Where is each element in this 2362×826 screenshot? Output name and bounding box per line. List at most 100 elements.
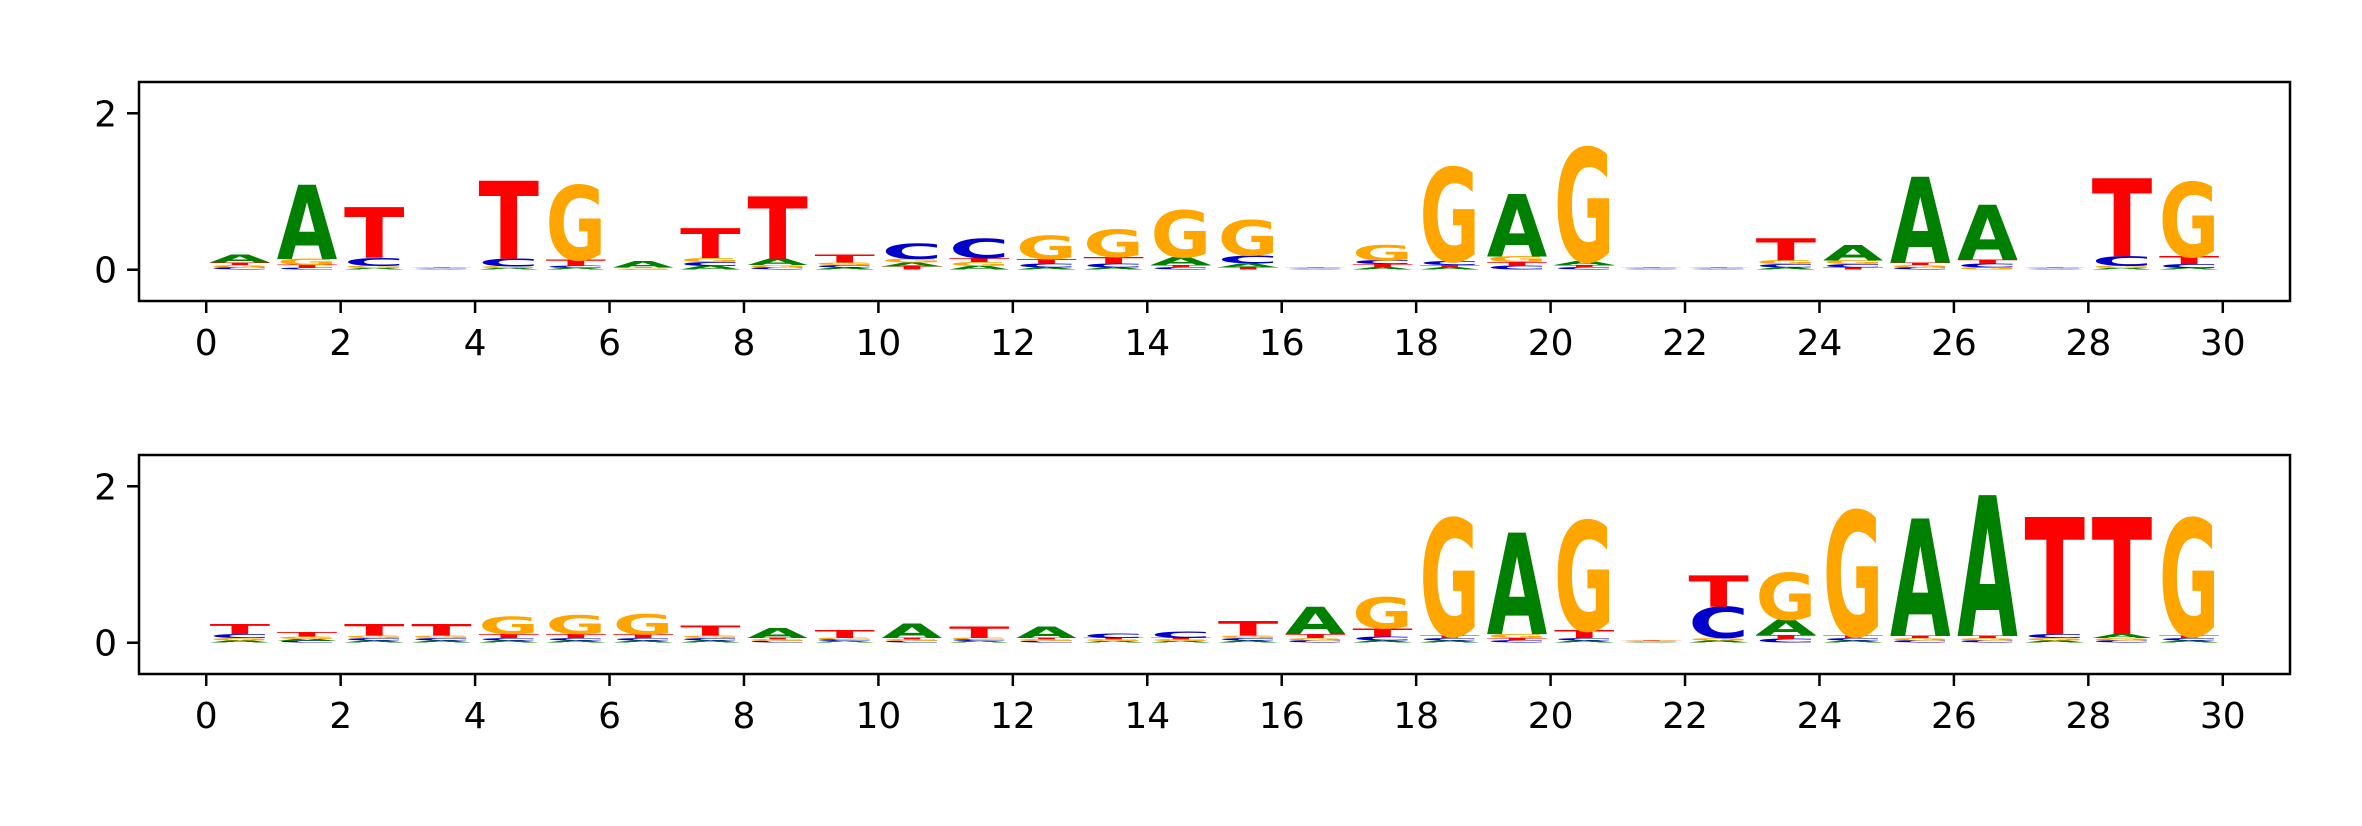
logo-letter-c-pos-3: C: [411, 637, 472, 641]
logo-letter-a-pos-29: A: [2159, 640, 2220, 644]
logo-letter-c-pos-16: C: [1285, 640, 1346, 644]
logo-letter-a-pos-25: A: [1890, 487, 1951, 674]
logo-letter-t-pos-21: T: [1621, 266, 1682, 267]
logo-letter-a-pos-6: A: [613, 260, 673, 270]
logo-letter-c-pos-7: C: [680, 637, 741, 641]
logo-letter-g-pos-10: G: [882, 639, 942, 641]
logo-letter-t-pos-4: T: [478, 633, 539, 639]
logo-letter-t-pos-3: T: [411, 621, 472, 640]
logo-letter-a-pos-13: A: [1083, 641, 1144, 643]
x-tick-label: 30: [2200, 323, 2246, 364]
logo-letter-a-pos-7: A: [680, 640, 741, 644]
logo-letter-t-pos-3: T: [411, 266, 472, 267]
logo-letter-g-pos-13: G: [1083, 639, 1143, 641]
logo-letter-t-pos-23: T: [1756, 233, 1816, 268]
logo-letter-g-pos-14: G: [1151, 639, 1211, 641]
x-tick-label: 22: [1662, 323, 1708, 364]
logo-letter-a-pos-2: A: [344, 640, 405, 644]
logo-letter-c-pos-9: C: [815, 639, 876, 641]
x-tick-label: 0: [195, 696, 218, 737]
logo-letter-g-pos-17: G: [1352, 241, 1412, 266]
logo-letter-a-pos-18: A: [1420, 640, 1481, 644]
logo-letter-c-pos-14: C: [1151, 267, 1212, 271]
logo-letter-t-pos-23: T: [1756, 634, 1817, 640]
x-tick-label: 6: [598, 323, 621, 364]
logo-letter-c-pos-23: C: [1756, 638, 1817, 644]
logo-letter-c-pos-8: C: [747, 641, 808, 643]
logo-letter-t-pos-19: T: [1487, 261, 1548, 267]
logo-letter-t-pos-29: T: [2159, 635, 2220, 639]
logo-letter-c-pos-13: C: [1083, 632, 1143, 639]
logo-letter-t-pos-17: T: [1352, 263, 1413, 268]
x-tick-label: 26: [1931, 323, 1977, 364]
logo-letter-g-pos-4: G: [478, 266, 538, 268]
logo-letter-a-pos-23: A: [1756, 267, 1817, 271]
logo-letter-g-pos-2: G: [344, 635, 404, 639]
logo-letter-c-pos-27: C: [2024, 633, 2085, 639]
x-tick-label: 16: [1259, 696, 1305, 737]
logo-letter-t-pos-10: T: [882, 266, 943, 271]
logo-letter-g-pos-12: G: [1016, 229, 1076, 266]
logo-letter-a-pos-2: A: [344, 268, 405, 270]
logo-letter-c-pos-5: C: [546, 637, 607, 641]
logo-letter-a-pos-17: A: [1352, 640, 1413, 644]
logo-letter-t-pos-7: T: [680, 221, 740, 268]
y-tick-label: 2: [94, 94, 117, 135]
logo-letter-t-pos-26: T: [1957, 635, 2018, 639]
logo-letter-c-pos-23: C: [1756, 263, 1817, 268]
logo-letter-a-pos-21: A: [1621, 642, 1682, 643]
logo-letter-a-pos-22: A: [1688, 640, 1749, 644]
logo-letter-g-pos-0: G: [210, 637, 270, 641]
logo-letter-g-pos-28: G: [2092, 265, 2152, 269]
logo-letter-g-pos-22: G: [1688, 637, 1748, 641]
x-tick-label: 4: [464, 696, 487, 737]
logo-letter-g-pos-27: G: [2024, 637, 2084, 641]
logo-letter-t-pos-25: T: [1890, 635, 1951, 639]
logo-letter-c-pos-28: C: [2092, 640, 2153, 644]
logo-letter-a-pos-16: A: [1285, 269, 1346, 270]
logo-letter-a-pos-19: A: [1487, 178, 1548, 277]
logo-letter-t-pos-18: T: [1420, 264, 1481, 268]
logo-letter-g-pos-16: G: [1285, 267, 1345, 268]
logo-letter-c-pos-17: C: [1352, 635, 1413, 641]
logo-letter-a-pos-9: A: [815, 641, 876, 643]
logo-letter-g-pos-6: G: [613, 268, 673, 269]
logo-letter-a-pos-15: A: [1218, 263, 1279, 269]
logo-letter-a-pos-12: A: [1016, 267, 1077, 271]
logo-letter-c-pos-20: C: [1554, 637, 1615, 641]
logo-letter-a-pos-11: A: [949, 265, 1010, 271]
logo-letter-t-pos-7: T: [680, 624, 741, 639]
logo-letter-a-pos-8: A: [747, 626, 808, 641]
axes-frame: [137, 80, 2292, 303]
logo-letter-t-pos-0: T: [210, 262, 271, 266]
logo-letter-g-pos-25: G: [1890, 637, 1950, 641]
x-tick-label: 18: [1393, 323, 1439, 364]
logo-letter-c-pos-20: C: [1554, 267, 1615, 271]
logo-letter-c-pos-24: C: [1823, 637, 1884, 641]
logo-letter-t-pos-20: T: [1554, 264, 1615, 268]
x-tick-label: 12: [990, 323, 1036, 364]
logo-letter-c-pos-8: C: [747, 267, 808, 271]
logo-letter-c-pos-12: C: [1016, 641, 1077, 643]
logo-letter-g-pos-26: G: [1957, 267, 2017, 271]
logo-letter-a-pos-5: A: [546, 268, 607, 270]
logo-letter-g-pos-1: G: [277, 636, 337, 640]
logo-letter-a-pos-10: A: [882, 620, 942, 642]
logo-letter-t-pos-24: T: [1823, 635, 1884, 639]
x-tick-label: 18: [1393, 696, 1439, 737]
logo-letter-t-pos-6: T: [613, 267, 674, 268]
logo-letter-c-pos-19: C: [1487, 265, 1548, 271]
logo-letter-c-pos-26: C: [1957, 262, 2018, 268]
logo-letter-g-pos-8: G: [747, 639, 807, 641]
logo-letter-a-pos-24: A: [1823, 241, 1884, 266]
logo-letter-c-pos-11: C: [949, 639, 1010, 641]
logo-letter-a-pos-20: A: [1554, 640, 1615, 644]
x-tick-label: 20: [1528, 696, 1574, 737]
logo-letter-c-pos-28: C: [2092, 254, 2152, 269]
x-tick-label: 16: [1259, 323, 1305, 364]
logo-letter-g-pos-19: G: [1487, 255, 1547, 264]
logo-letter-c-pos-24: C: [1823, 263, 1884, 268]
